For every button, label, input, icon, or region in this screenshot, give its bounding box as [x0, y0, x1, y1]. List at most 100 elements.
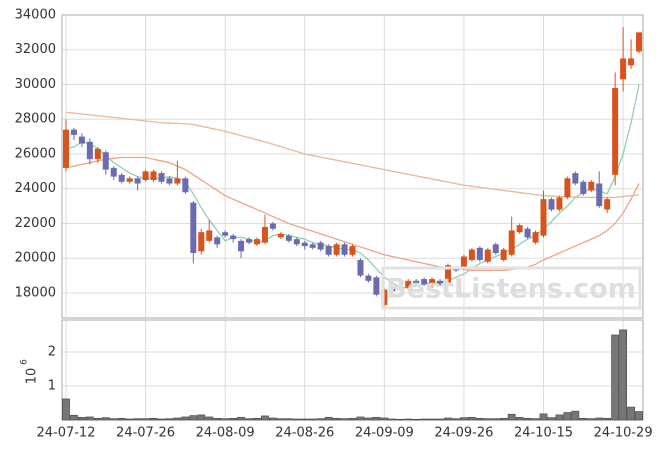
volume-bar	[340, 418, 349, 421]
volume-bar	[300, 418, 309, 421]
candle-body	[253, 239, 260, 245]
volume-bar	[587, 418, 596, 421]
candle-body	[301, 242, 308, 247]
candle-body	[309, 244, 316, 248]
volume-bar	[571, 410, 580, 421]
volume-bar	[229, 417, 238, 421]
x-tick-label: 24-07-26	[116, 426, 175, 441]
candle-body	[532, 232, 539, 243]
candle-body	[182, 178, 189, 193]
volume-bar	[428, 418, 436, 421]
volume-bar	[603, 417, 612, 421]
moving-average-line	[65, 84, 640, 289]
volume-bar	[253, 417, 261, 421]
volume-bar	[627, 406, 635, 421]
volume-bar	[364, 417, 373, 421]
candle-body	[572, 173, 579, 184]
volume-bar	[213, 417, 222, 421]
candle-body	[158, 173, 165, 182]
candle-body	[150, 171, 157, 181]
volume-bar	[467, 416, 476, 421]
volume-bar	[444, 417, 452, 421]
volume-bar	[635, 411, 643, 421]
volume-bar	[483, 418, 492, 421]
candle-body	[397, 287, 404, 290]
candle-body	[62, 129, 69, 168]
volume-bar	[181, 416, 190, 421]
candle-body	[405, 280, 412, 288]
volume-bar	[523, 417, 532, 421]
volume-bar	[93, 417, 102, 421]
volume-bar	[133, 418, 142, 421]
volume-bar	[101, 417, 110, 421]
x-tick-label: 24-09-09	[355, 426, 414, 441]
candle-body	[70, 129, 77, 135]
x-tick-label: 24-09-26	[434, 426, 493, 441]
candle-body	[261, 226, 268, 243]
candle-body	[134, 178, 141, 184]
candle-body	[190, 202, 197, 254]
candle-body	[214, 237, 221, 245]
candle-body	[596, 183, 603, 207]
volume-bar	[491, 418, 500, 421]
candle-body	[445, 265, 452, 283]
candle-body	[230, 235, 237, 240]
volume-bar	[372, 416, 381, 421]
moving-average-line	[65, 156, 640, 272]
y-tick-label: 30000	[15, 77, 56, 92]
volume-bar	[276, 418, 285, 421]
moving-average-line	[65, 111, 640, 199]
candle-body	[126, 178, 133, 182]
offset-label: 10	[25, 368, 40, 385]
volume-bar	[189, 415, 198, 421]
volume-bar	[515, 416, 524, 421]
candle-body	[293, 239, 300, 245]
volume-bar	[380, 417, 389, 421]
candle-body	[548, 199, 555, 210]
volume-bar	[269, 417, 277, 421]
volume-bar	[324, 416, 333, 421]
candle-body	[476, 247, 483, 260]
candle-body	[452, 268, 459, 271]
volume-bar	[125, 418, 134, 421]
candle-body	[413, 280, 420, 285]
candle-body	[373, 277, 380, 295]
candle-body	[333, 244, 340, 255]
volume-bar	[611, 334, 620, 421]
candle-body	[540, 199, 547, 236]
candle-body	[564, 178, 571, 198]
volume-bar	[197, 414, 206, 421]
candle-body	[492, 244, 499, 254]
volume-bar	[292, 418, 301, 421]
plot-frame	[61, 14, 644, 319]
volume-bar	[221, 418, 230, 421]
candle-body	[341, 244, 348, 255]
candle-body	[142, 171, 149, 181]
volume-bar	[547, 417, 556, 421]
candle-body	[437, 280, 444, 285]
candle-body	[94, 148, 101, 160]
volume-bar	[348, 417, 357, 421]
candle-body	[317, 242, 324, 250]
volume-bar	[619, 329, 628, 421]
volume-bar	[205, 416, 214, 421]
volume-bar	[117, 417, 126, 421]
candle-body	[588, 181, 595, 191]
candle-body	[246, 239, 253, 243]
candle-body	[174, 178, 181, 184]
candle-body	[636, 32, 643, 52]
volume-bar	[165, 418, 174, 421]
y-tick-label: 22000	[15, 216, 56, 231]
candle-body	[206, 230, 213, 241]
candle-body	[357, 259, 364, 276]
volume-bar	[531, 418, 540, 421]
volume-bar	[356, 416, 365, 421]
y-tick-label: 2	[48, 344, 56, 359]
candle-body	[325, 246, 332, 255]
candle-body	[468, 249, 475, 260]
candle-body	[269, 223, 276, 229]
volume-bar	[499, 417, 508, 421]
volume-bar	[555, 414, 564, 421]
volume-bar	[85, 416, 94, 421]
candle-body	[238, 240, 245, 252]
